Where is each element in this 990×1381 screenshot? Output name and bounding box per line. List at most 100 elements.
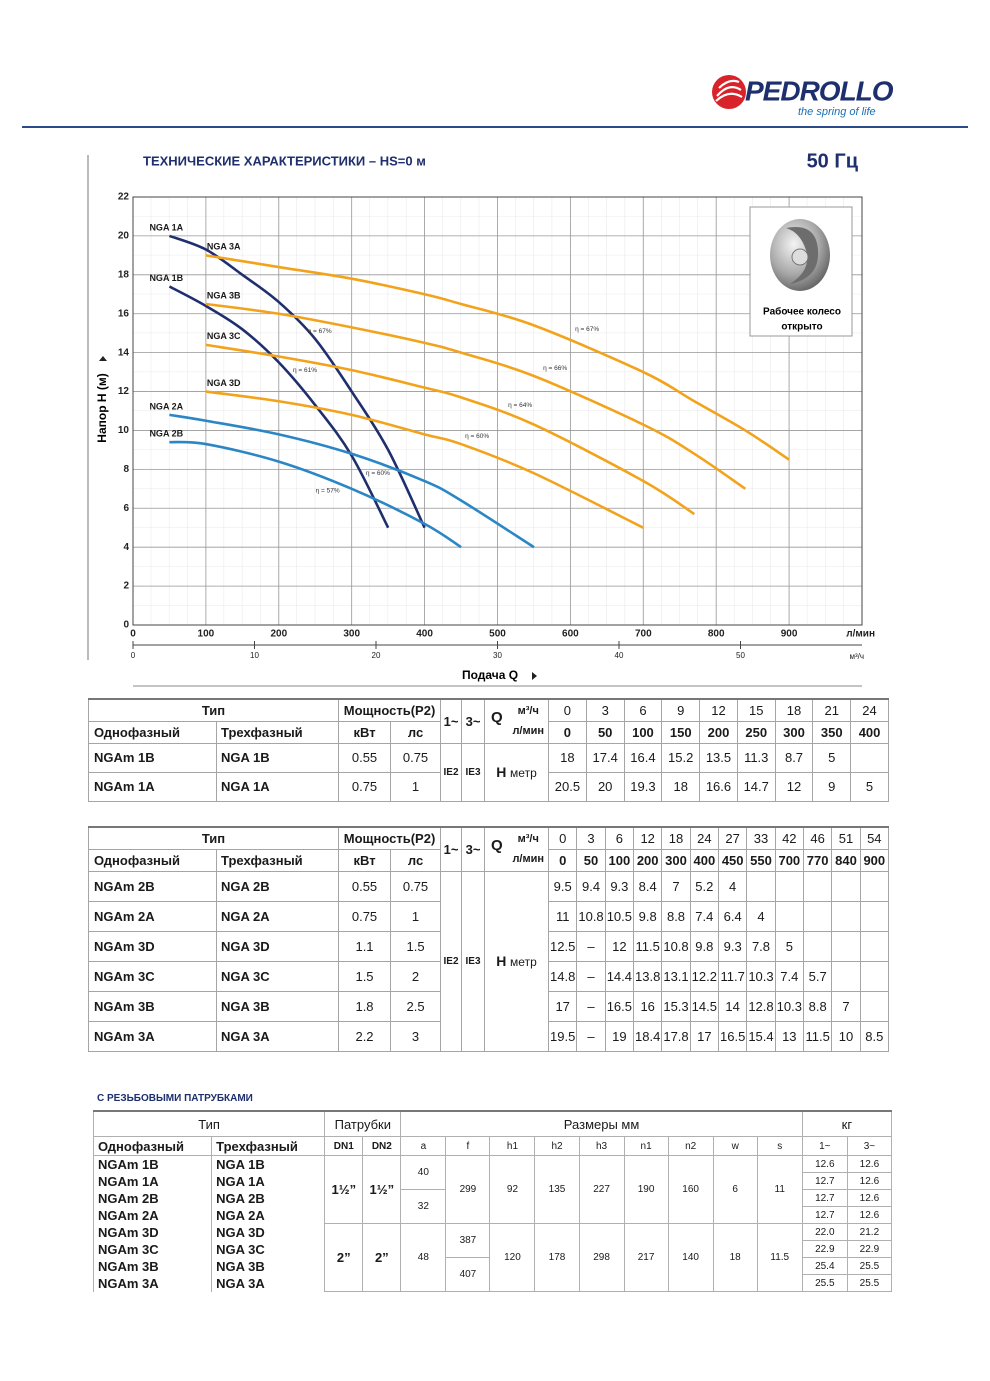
x-unit: л/мин [846, 629, 875, 640]
single-phase-model: NGAm 2B [92, 1189, 213, 1207]
head-value: 13 [774, 1020, 804, 1052]
data-row: NGAm 1B NGA 1B 0.55 0.75 IE2 IE3 H метр 18 17.4 1… [88, 742, 889, 802]
three-phase-model: NGA 1A [211, 1172, 326, 1190]
head-value: 15.3 [661, 990, 691, 1022]
head-header: H метр [484, 742, 550, 802]
head-value: 12.8 [746, 990, 776, 1022]
dimension: 217 [623, 1223, 669, 1292]
power-hp: 2 [390, 960, 442, 992]
head-value: 20.5 [548, 771, 587, 802]
flow-lmin: 0 [548, 848, 578, 872]
table-body: Тип Патрубки Размеры мм кг Однофазный Трехфаз… [92, 1110, 893, 1292]
flow-m3h: 18 [774, 698, 814, 722]
x-tick-label: 700 [635, 629, 652, 640]
dimension: 135 [534, 1155, 580, 1224]
head-value: 9.8 [689, 930, 720, 962]
ports-header: Патрубки [324, 1110, 402, 1137]
port-size: 1½” [324, 1155, 364, 1224]
power-hp: 1.5 [390, 930, 442, 962]
single-phase-header: Однофазный [88, 720, 217, 744]
power-kw: 0.55 [338, 742, 392, 773]
hp-header: лс [390, 720, 442, 744]
empty-cell [831, 930, 861, 962]
flow-m3h: 24 [689, 826, 720, 850]
efficiency-class: IE3 [461, 870, 486, 1052]
head-value: 8.8 [661, 900, 691, 932]
head-value: 13.1 [661, 960, 691, 992]
kw-header: кВт [338, 720, 392, 744]
head-value: 5.7 [802, 960, 833, 992]
flow-m3h: 27 [717, 826, 748, 850]
empty-cell [831, 900, 861, 932]
head-value: 11.5 [633, 930, 663, 962]
head-value: 12 [774, 771, 814, 802]
weight: 12.7 [801, 1206, 848, 1224]
head-value: 16 [633, 990, 663, 1022]
single-phase-header: Однофазный [92, 1136, 213, 1156]
efficiency-class: IE2 [440, 742, 463, 802]
head-value: 11.5 [802, 1020, 833, 1052]
single-phase-model: NGAm 2A [92, 1206, 213, 1224]
head-value: 18 [661, 771, 701, 802]
power-header: Мощность(P2) [338, 698, 442, 722]
weight-phase-header: 3~ [846, 1136, 893, 1156]
flow-lmin: 550 [746, 848, 776, 872]
three-phase-model: NGA 1B [215, 742, 340, 773]
head-value: 15.2 [661, 742, 701, 773]
x-tick-label: 900 [781, 629, 798, 640]
flow-m3h: 51 [831, 826, 861, 850]
dn-header: DN2 [362, 1136, 402, 1156]
y-tick-label: 2 [123, 581, 129, 592]
flow-lmin: 300 [774, 720, 814, 744]
x-tick-label: 300 [343, 629, 360, 640]
flow-lmin: 50 [576, 848, 606, 872]
single-phase-model: NGAm 1A [92, 1172, 213, 1190]
y-tick-label: 20 [118, 231, 130, 242]
x2-tick-label: 10 [250, 651, 259, 660]
head-value: 12 [604, 930, 635, 962]
power-kw: 1.8 [338, 990, 392, 1022]
y-tick-label: 4 [123, 542, 129, 553]
three-phase-model: NGA 3C [211, 1240, 326, 1258]
data-row: NGAm 1B NGA 1B 1½” 1½” 40 299 92 135 227 190 160 6 1… [92, 1155, 893, 1224]
data-row: NGAm 2A NGA 2A 0.75 1 11 10.8 10.5 9.8 8.8 7.4 6.4… [88, 900, 889, 932]
single-phase-model: NGAm 1B [88, 742, 217, 773]
flow-lmin: 840 [831, 848, 861, 872]
dimension: 11.5 [756, 1223, 803, 1292]
single-phase-model: NGAm 3D [92, 1223, 213, 1241]
single-phase-model: NGAm 2B [88, 870, 217, 902]
dim-header: a [400, 1136, 447, 1156]
series-label: NGA 3D [207, 378, 241, 388]
head-value: 10.8 [576, 900, 606, 932]
dim-header: s [756, 1136, 803, 1156]
three-phase-model: NGA 2A [215, 900, 340, 932]
flow-m3h: 3 [576, 826, 606, 850]
efficiency-label: η = 60% [465, 433, 489, 440]
head-value: 17.8 [661, 1020, 691, 1052]
x2-tick-label: 20 [372, 651, 381, 660]
head-value: 9.4 [576, 870, 606, 902]
flow-m3h: 15 [736, 698, 776, 722]
head-unit: метр [510, 955, 537, 969]
phase-header: 1~ [440, 698, 463, 744]
single-phase-model: NGAm 1B [92, 1155, 213, 1173]
inset-caption: Рабочее колесо [763, 306, 841, 318]
head-value: 16.5 [604, 990, 635, 1022]
weight: 25.4 [801, 1257, 848, 1275]
weight: 21.2 [846, 1223, 893, 1241]
y-tick-label: 6 [123, 503, 129, 514]
curve [205, 254, 790, 461]
head-value: 13.5 [699, 742, 738, 773]
data-row: NGAm 3A NGA 3A 25.5 25.5 [92, 1274, 893, 1292]
weight: 12.6 [846, 1206, 893, 1224]
chart: PEDROLLO the spring of life ТЕХНИЧЕСКИЕ … [22, 75, 968, 687]
empty-cell [802, 930, 833, 962]
data-row: NGAm 3A NGA 3A 2.2 3 19.5–19 18.4 17.8 17 16.5 15… [88, 1020, 889, 1052]
head-value: 7.8 [746, 930, 776, 962]
dimension: 227 [578, 1155, 625, 1224]
head-value: 9.5 [548, 870, 578, 902]
head-value: 19 [604, 1020, 635, 1052]
